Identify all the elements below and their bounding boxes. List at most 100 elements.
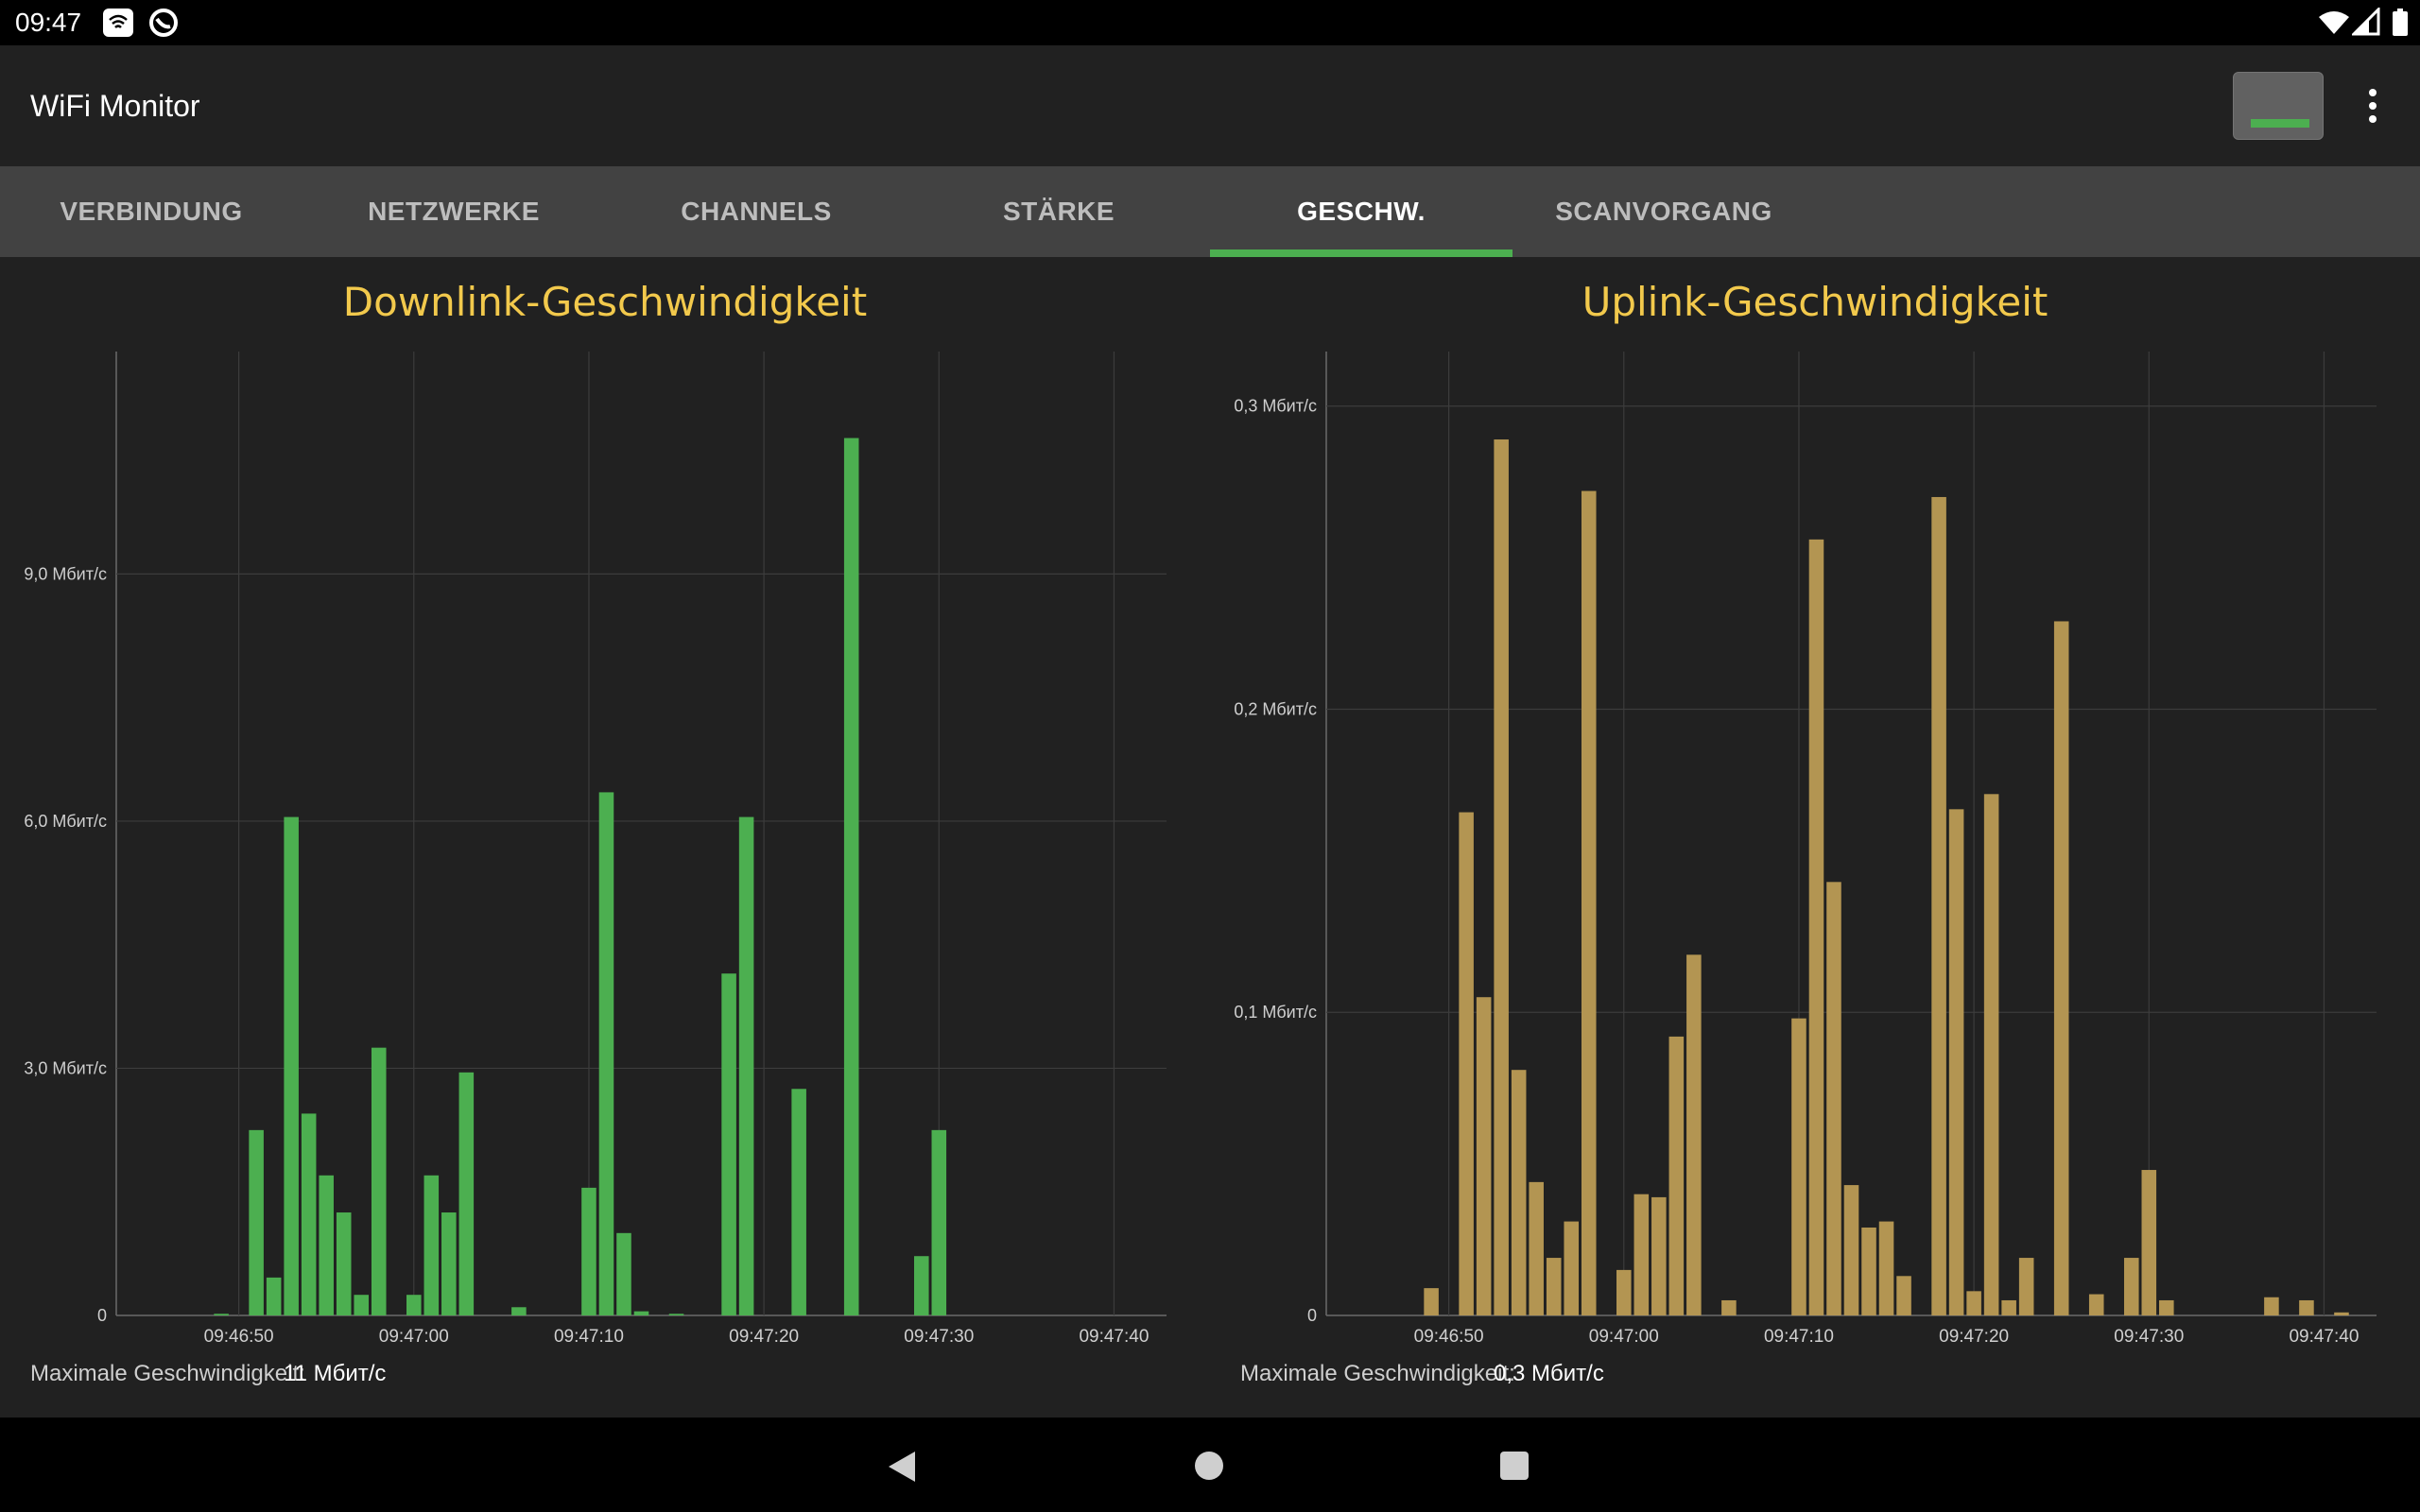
uplink-bar (1791, 1018, 1806, 1315)
downlink-bar (249, 1129, 264, 1315)
navigation-bar (0, 1418, 2420, 1512)
downlink-chart-title: Downlink-Geschwindigkeit (342, 279, 868, 325)
uplink-max-label: Maximale Geschwindigkeit: (1240, 1361, 1515, 1386)
uplink-y-tick-label: 0 (1307, 1306, 1317, 1325)
uplink-bar (1878, 1221, 1894, 1315)
tab-verbindung[interactable]: VERBINDUNG (60, 197, 243, 226)
uplink-y-tick-label: 0,1 Мбит/с (1234, 1003, 1317, 1022)
uplink-bar (1651, 1196, 1667, 1315)
uplink-bar (2001, 1299, 2016, 1315)
uplink-bar (1843, 1185, 1859, 1315)
uplink-bar (2018, 1258, 2034, 1315)
uplink-bar (2264, 1297, 2279, 1315)
downlink-bar (371, 1047, 387, 1315)
downlink-bar (354, 1295, 370, 1315)
wifi-icon (2319, 11, 2349, 34)
downlink-bar (843, 438, 859, 1315)
uplink-bar (1581, 490, 1597, 1315)
downlink-max-label: Maximale Geschwindigkeit: (30, 1361, 305, 1386)
uplink-bar (1459, 812, 1474, 1315)
uplink-bar (1808, 539, 1824, 1315)
downlink-y-tick-label: 0 (97, 1306, 107, 1325)
uplink-bar (1529, 1181, 1544, 1315)
downlink-max-value: 11 Мбит/с (284, 1361, 387, 1386)
downlink-chart: 09:46:50 09:47:00 09:47:10 09:47:20 09:47:30… (24, 352, 1167, 1347)
uplink-bar (1966, 1291, 1981, 1315)
tab-scanvorgang[interactable]: SCANVORGANG (1555, 197, 1772, 226)
downlink-bar (738, 816, 754, 1315)
downlink-x-tick-label: 09:47:30 (904, 1327, 974, 1347)
uplink-bar (2088, 1294, 2104, 1315)
app-title: WiFi Monitor (30, 89, 200, 123)
tab-staerke[interactable]: STÄRKE (1002, 197, 1115, 226)
uplink-bar (1476, 997, 1492, 1315)
downlink-y-tick-label: 6,0 Мбит/с (24, 812, 107, 831)
uplink-y-tick-label: 0,2 Мбит/с (1234, 699, 1317, 718)
recents-icon[interactable] (1500, 1452, 1529, 1480)
uplink-bar (1494, 439, 1509, 1315)
downlink-bar (598, 792, 614, 1315)
downlink-bar (284, 816, 299, 1315)
downlink-bar (458, 1072, 475, 1315)
downlink-bar (319, 1175, 334, 1315)
downlink-bar (931, 1129, 947, 1315)
downlink-bar (581, 1187, 596, 1315)
uplink-bar (2159, 1299, 2174, 1315)
more-vert-icon[interactable] (2356, 83, 2390, 129)
uplink-bar (1686, 954, 1702, 1315)
downlink-x-tick-label: 09:47:40 (1079, 1327, 1149, 1347)
uplink-bar (1546, 1258, 1562, 1315)
downlink-bar (721, 973, 736, 1315)
downlink-bar (301, 1113, 317, 1315)
uplink-chart-title: Uplink-Geschwindigkeit (1582, 279, 2048, 325)
uplink-bar (1668, 1036, 1685, 1315)
status-time: 09:47 (15, 8, 82, 37)
downlink-x-tick-label: 09:47:10 (554, 1327, 624, 1347)
downlink-bar (406, 1295, 422, 1315)
uplink-x-tick-label: 09:46:50 (1414, 1327, 1484, 1347)
downlink-bar (633, 1311, 649, 1315)
uplink-max-value: 0,3 Мбит/с (1494, 1361, 1604, 1386)
uplink-bar (2334, 1312, 2349, 1315)
tab-geschw[interactable]: GESCHW. (1210, 166, 1512, 257)
downlink-bar (424, 1175, 440, 1315)
uplink-bar (1931, 496, 1946, 1315)
uplink-bar (1616, 1269, 1632, 1315)
downlink-bar (791, 1089, 806, 1315)
uplink-bar (1983, 794, 1999, 1315)
uplink-bar (2123, 1258, 2139, 1315)
uplink-bar (1424, 1288, 1439, 1315)
uplink-bar (2299, 1299, 2314, 1315)
tab-channels[interactable]: CHANNELS (681, 197, 832, 226)
downlink-x-tick-label: 09:47:20 (729, 1327, 799, 1347)
downlink-bar (441, 1212, 457, 1315)
downlink-bar (511, 1307, 527, 1315)
uplink-bar (1721, 1299, 1737, 1315)
downlink-panel: Downlink-Geschwindigkeit 09:46:50 09:47:0… (0, 257, 1210, 1418)
signal-icon (2352, 8, 2380, 36)
wifi-warning-icon (103, 9, 133, 37)
uplink-bar (1948, 809, 1964, 1315)
battery-icon[interactable] (2233, 72, 2324, 140)
battery-status-icon (2393, 9, 2408, 36)
status-bar: 09:47 (0, 0, 2420, 45)
uplink-x-tick-label: 09:47:30 (2114, 1327, 2184, 1347)
uplink-bar (1564, 1221, 1580, 1315)
uplink-x-tick-label: 09:47:10 (1764, 1327, 1834, 1347)
uplink-bar (1634, 1194, 1650, 1315)
tab-bar: VERBINDUNG NETZWERKE CHANNELS STÄRKE GES… (0, 166, 2420, 257)
downlink-x-tick-label: 09:46:50 (204, 1327, 274, 1347)
app-bar: WiFi Monitor (0, 45, 2420, 166)
downlink-x-tick-label: 09:47:00 (379, 1327, 449, 1347)
back-icon[interactable] (889, 1452, 915, 1482)
downlink-bar (913, 1256, 929, 1315)
home-icon[interactable] (1195, 1452, 1223, 1480)
downlink-bar (668, 1314, 684, 1315)
downlink-bar (616, 1232, 631, 1315)
vpn-icon (149, 9, 178, 37)
tab-netzwerke[interactable]: NETZWERKE (368, 197, 540, 226)
uplink-bar (2141, 1170, 2157, 1315)
downlink-bar (214, 1314, 229, 1315)
uplink-x-tick-label: 09:47:00 (1589, 1327, 1659, 1347)
uplink-x-tick-label: 09:47:20 (1939, 1327, 2009, 1347)
